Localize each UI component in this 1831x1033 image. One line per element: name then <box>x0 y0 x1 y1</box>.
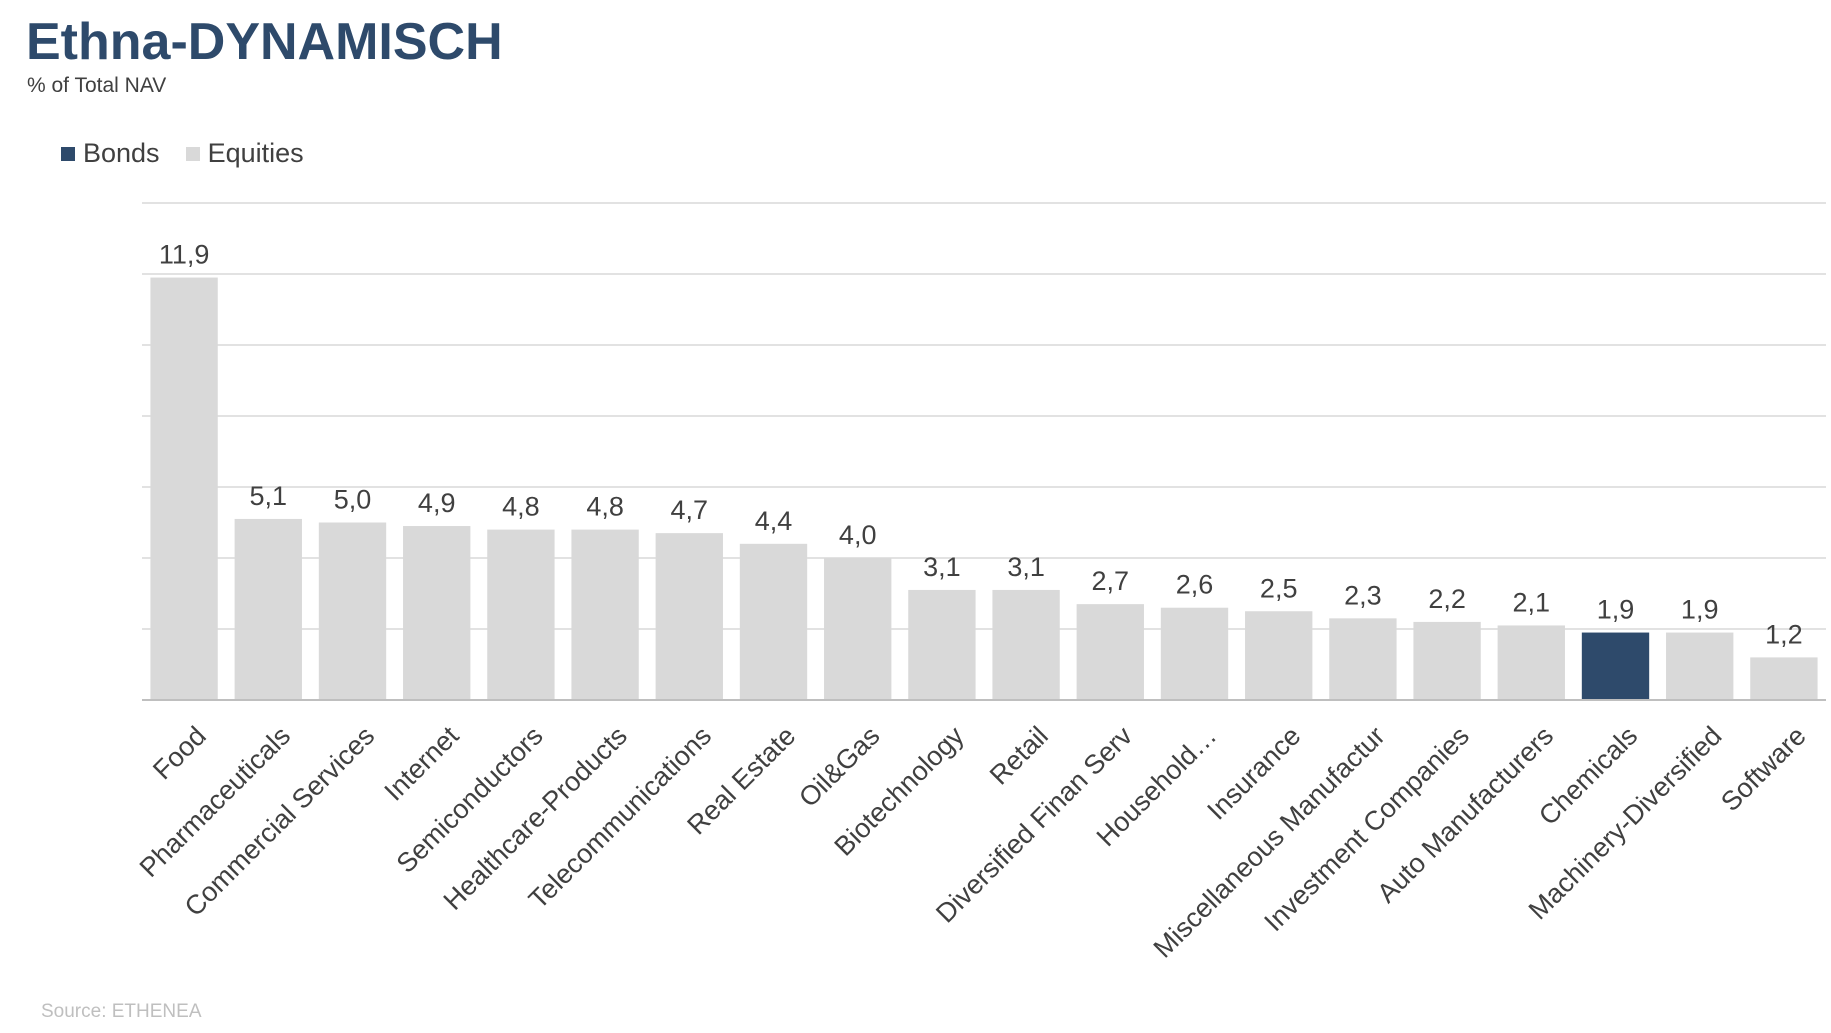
data-label: 4,9 <box>418 488 456 518</box>
bar-chemicals <box>1581 632 1650 700</box>
bar-retail <box>992 589 1060 700</box>
data-label: 4,7 <box>671 495 709 525</box>
data-label: 11,9 <box>159 240 210 270</box>
bar-auto-manufacturers <box>1497 625 1565 700</box>
data-label: 4,8 <box>586 492 624 522</box>
data-labels: 11,9 5,1 5,0 4,9 4,8 4,8 4,7 4,4 4,0 3,1 3,1 2,7 2,6… <box>159 240 1803 650</box>
data-label: 3,1 <box>923 552 961 582</box>
data-label: 4,4 <box>755 506 793 536</box>
data-label: 2,1 <box>1513 587 1551 617</box>
legend-label-equities: Equities <box>207 138 304 168</box>
gridlines <box>142 202 1826 630</box>
x-tick-label: Retail <box>984 721 1054 791</box>
bar-household <box>1160 607 1229 700</box>
x-tick-label: Semiconductors <box>391 721 549 879</box>
bar-pharmaceuticals <box>234 518 302 700</box>
bar-telecommunications <box>655 533 723 700</box>
bars <box>150 277 1818 700</box>
bar-insurance <box>1245 611 1313 700</box>
bar-food <box>150 277 218 700</box>
data-label: 2,7 <box>1092 566 1130 596</box>
data-label: 5,0 <box>334 485 372 515</box>
bar-commercial-services <box>318 522 387 700</box>
data-label: 4,0 <box>839 520 877 550</box>
x-tick-label: Software <box>1715 721 1812 818</box>
data-label: 1,9 <box>1681 595 1719 625</box>
bar-oil-gas <box>824 558 892 700</box>
legend-item-bonds: Bonds <box>61 138 160 169</box>
data-label: 2,2 <box>1428 584 1466 614</box>
data-label: 2,6 <box>1176 570 1214 600</box>
data-label: 2,3 <box>1344 580 1382 610</box>
bar-miscellaneous-manufactur <box>1329 618 1397 700</box>
bar-real-estate <box>739 543 808 700</box>
bar-biotechnology <box>908 589 976 700</box>
data-label: 3,1 <box>1007 552 1045 582</box>
bar-machinery-diversified <box>1666 632 1734 700</box>
x-tick-label: Food <box>147 721 212 786</box>
data-label: 5,1 <box>250 481 288 511</box>
legend-swatch-bonds <box>61 146 75 161</box>
bar-diversified-finan-serv <box>1076 604 1144 700</box>
chart-legend: Bonds Equities <box>61 138 330 169</box>
legend-swatch-equities <box>185 146 200 161</box>
bar-software <box>1750 657 1818 700</box>
chart-title: Ethna-DYNAMISCH <box>26 13 503 71</box>
bar-healthcare-products <box>571 529 639 700</box>
x-tick-label: Internet <box>379 720 465 806</box>
x-tick-label: Pharmaceuticals <box>134 721 296 883</box>
data-label: 4,8 <box>502 492 540 522</box>
legend-item-equities: Equities <box>185 138 304 169</box>
source-note: Source: ETHENEA <box>41 1001 202 1022</box>
data-label: 2,5 <box>1260 573 1298 603</box>
bar-investment-companies <box>1413 621 1481 700</box>
legend-label-bonds: Bonds <box>83 138 160 168</box>
bar-internet <box>403 526 471 700</box>
chart-subtitle: % of Total NAV <box>27 74 167 97</box>
data-label: 1,2 <box>1765 619 1803 649</box>
data-label: 1,9 <box>1597 595 1635 625</box>
bar-semiconductors <box>487 529 555 700</box>
